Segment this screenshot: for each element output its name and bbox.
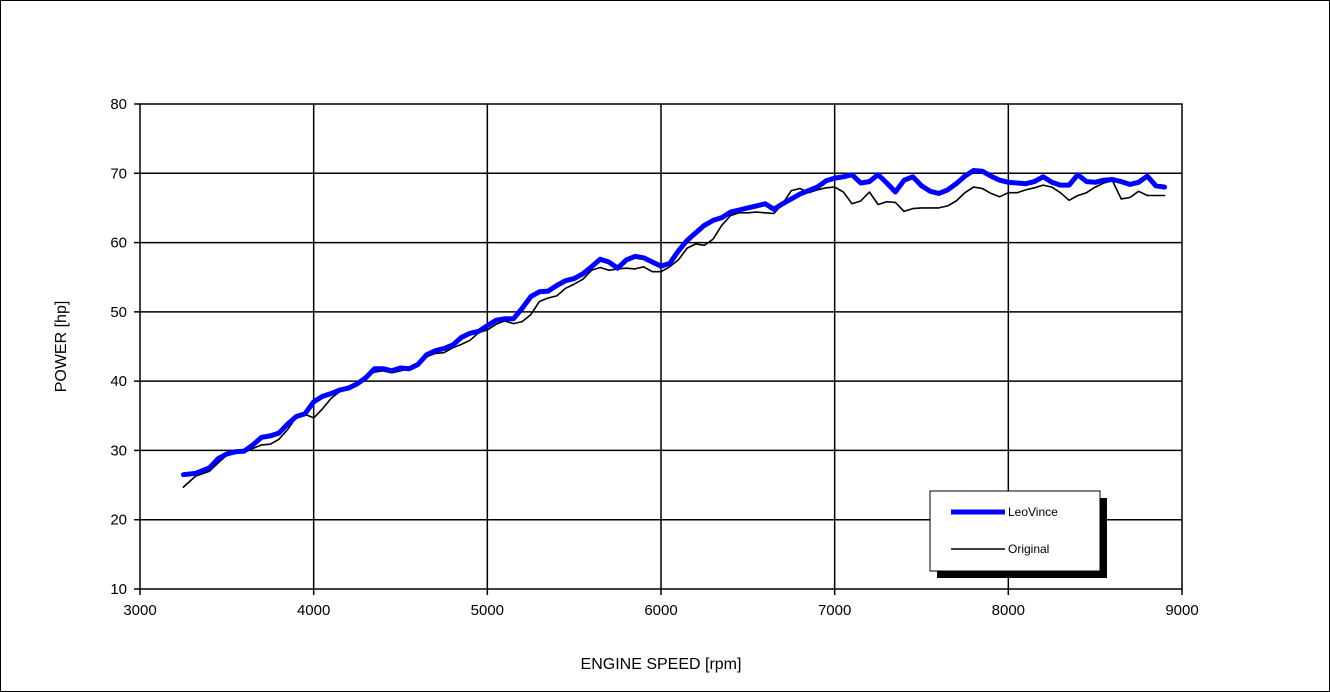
- legend-label-original: Original: [1008, 542, 1049, 556]
- x-tick-label: 9000: [1165, 602, 1198, 619]
- x-tick-label: 8000: [992, 602, 1025, 619]
- y-tick-label: 10: [110, 581, 127, 598]
- y-tick-label: 20: [110, 512, 127, 529]
- series-line-leovince: [180, 168, 1168, 478]
- x-tick-label: 3000: [123, 602, 156, 619]
- x-axis-title: ENGINE SPEED [rpm]: [581, 656, 742, 673]
- series-line-original: [182, 180, 1166, 488]
- y-tick-label: 80: [110, 96, 127, 113]
- x-tick-labels: 3000 4000 5000 6000 7000 8000 9000: [123, 602, 1198, 619]
- y-tick-label: 40: [110, 373, 127, 390]
- y-tick-label: 70: [110, 165, 127, 182]
- legend: LeoVince Original: [929, 490, 1107, 578]
- plot-area-border: [139, 103, 1183, 590]
- y-tick-label: 60: [110, 235, 127, 252]
- x-tick-label: 4000: [297, 602, 330, 619]
- y-tick-label: 30: [110, 442, 127, 459]
- x-tick-label: 6000: [644, 602, 677, 619]
- y-axis-title: POWER [hp]: [53, 301, 70, 393]
- x-tick-label: 5000: [471, 602, 504, 619]
- legend-label-leovince: LeoVince: [1008, 505, 1058, 519]
- x-tick-label: 7000: [818, 602, 851, 619]
- legend-box: [929, 490, 1101, 572]
- series-layer: [180, 168, 1168, 488]
- y-tick-labels: 10 20 30 40 50 60 70 80: [110, 96, 127, 598]
- y-tick-label: 50: [110, 304, 127, 321]
